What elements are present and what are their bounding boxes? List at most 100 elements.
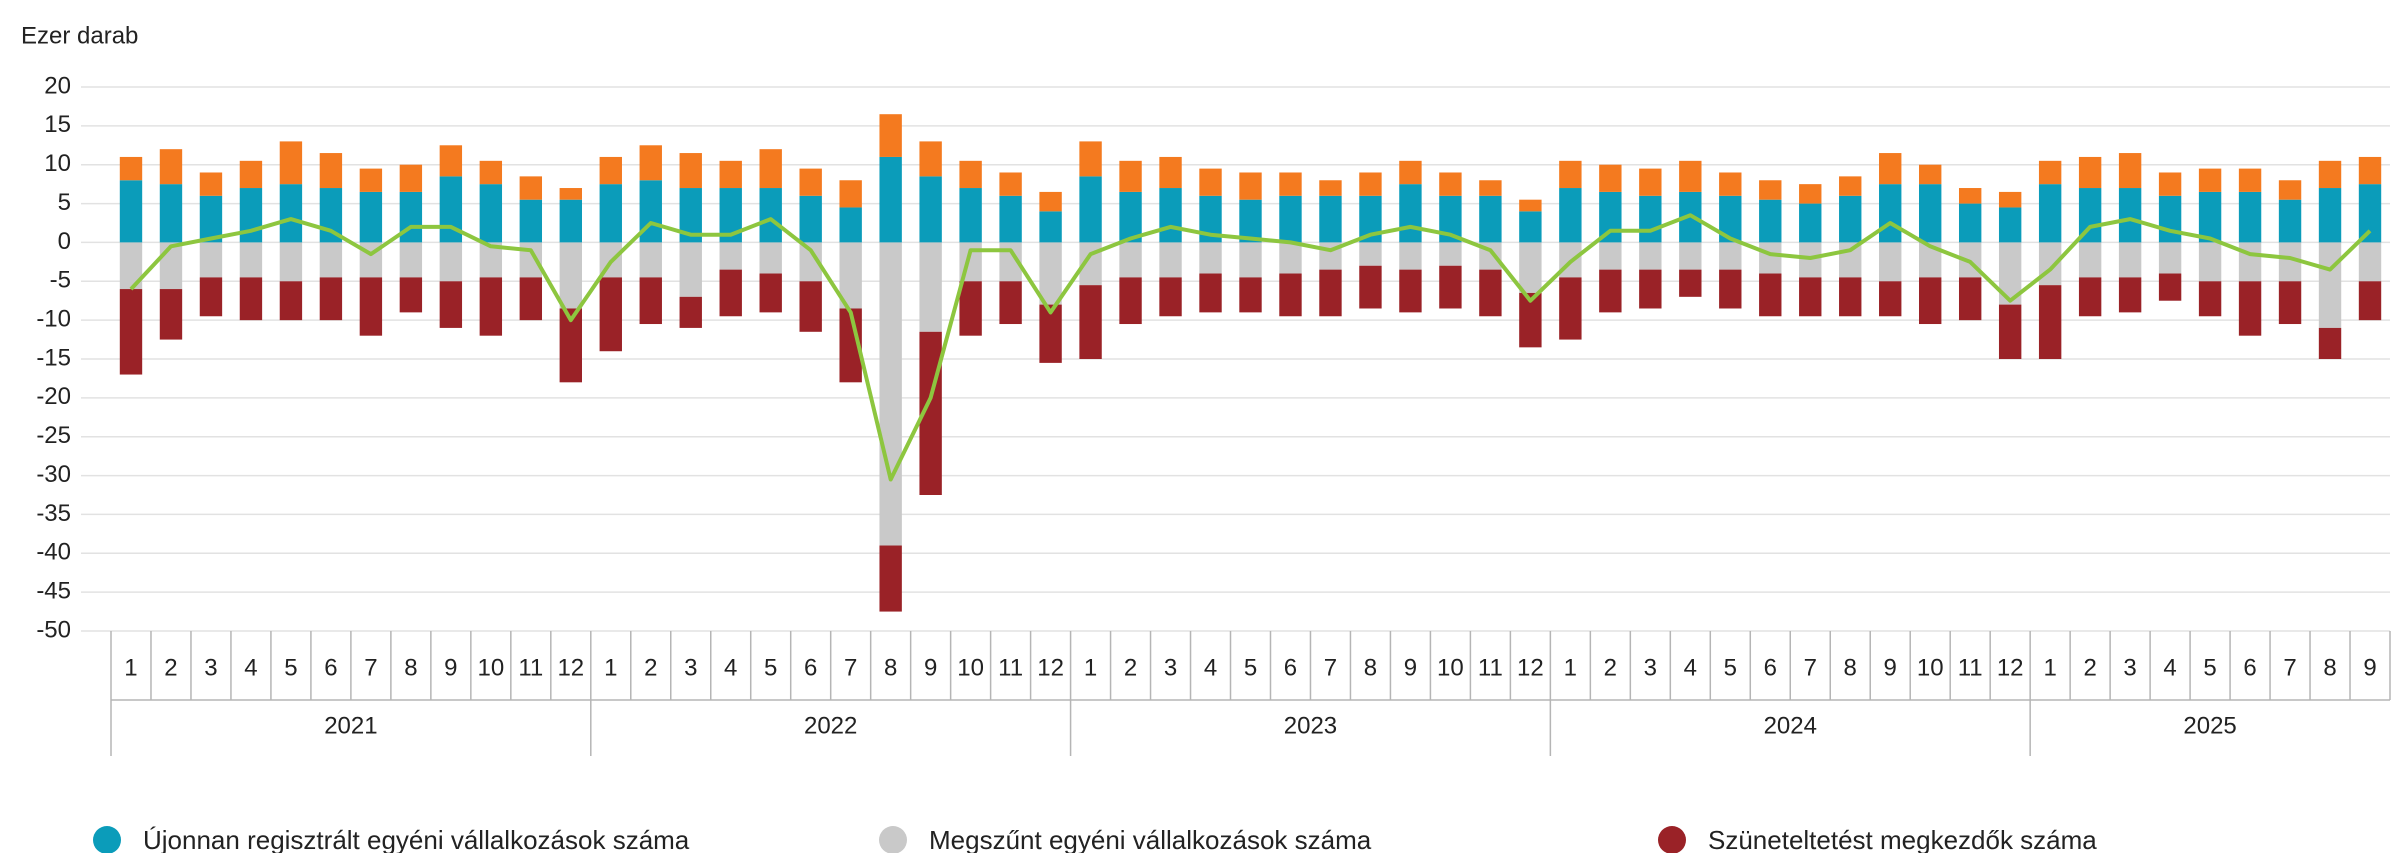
x-tick-label: 2: [1604, 654, 1617, 681]
bar-segment: [799, 168, 822, 196]
bar-segment: [1239, 172, 1262, 200]
bar-segment: [1359, 172, 1382, 196]
bar-segment: [279, 141, 303, 185]
bar-segment: [2118, 153, 2142, 189]
x-tick-label: 6: [1764, 654, 1777, 681]
x-tick-label: 10: [477, 654, 504, 681]
x-tick-label: 4: [724, 654, 737, 681]
bar-segment: [359, 191, 383, 243]
bar-segment: [1759, 199, 1782, 243]
bar-segment: [1719, 172, 1742, 196]
bar-segment: [759, 149, 782, 189]
bar-segment: [199, 195, 223, 243]
bar-segment: [2038, 160, 2062, 185]
bar-segment: [2278, 199, 2302, 243]
x-tick-label: 7: [1804, 654, 1817, 681]
bar-segment: [719, 188, 742, 243]
bar-segment: [959, 160, 982, 189]
bar-segment: [679, 153, 702, 189]
net-line: [129, 213, 2372, 482]
bar-segment: [479, 184, 503, 243]
bar-segment: [1719, 195, 1742, 243]
bar-segment: [359, 277, 383, 336]
bar-segment: [479, 277, 503, 336]
bar-segment: [2238, 281, 2262, 336]
bar-segment: [159, 289, 183, 340]
bar-segment: [1439, 242, 1462, 266]
bar-segment: [1998, 242, 2022, 305]
x-tick-label: 1: [1564, 654, 1577, 681]
bar-segment: [2118, 188, 2142, 243]
bar-segment: [1879, 153, 1902, 185]
legend-marker: [879, 826, 907, 853]
bar-segment: [1839, 277, 1862, 317]
bar-segment: [1399, 160, 1422, 185]
bar-segment: [1839, 242, 1862, 278]
x-tick-label: 7: [1324, 654, 1337, 681]
bar-segment: [239, 160, 263, 189]
bar-segment: [1439, 172, 1462, 196]
x-tick-label: 8: [1844, 654, 1857, 681]
y-tick-label: -5: [50, 267, 71, 294]
bar-segment: [559, 242, 582, 309]
y-tick-label: 15: [44, 111, 71, 138]
x-tick-label: 5: [1724, 654, 1737, 681]
bar-segment: [2278, 242, 2302, 282]
bar-segment: [279, 281, 303, 321]
bar-segment: [1719, 269, 1742, 309]
bar-segment: [759, 188, 782, 243]
bar-segment: [1799, 184, 1822, 204]
x-tick-label: 5: [764, 654, 777, 681]
bar-segment: [1279, 172, 1302, 196]
bar-segment: [1759, 180, 1782, 200]
bar-segment: [1239, 242, 1262, 278]
bar-segment: [1039, 191, 1062, 212]
y-tick-label: 20: [44, 72, 71, 99]
x-tick-label: 5: [1244, 654, 1257, 681]
bar-segment: [2158, 242, 2182, 274]
bar-segment: [1679, 242, 1702, 270]
bar-segment: [319, 277, 343, 321]
bar-segment: [119, 242, 143, 290]
x-tick-label: 2: [1124, 654, 1137, 681]
bar-segment: [1239, 277, 1262, 313]
bar-segment: [1599, 164, 1622, 192]
x-tick-label: 3: [684, 654, 697, 681]
legend-marker: [93, 826, 121, 853]
y-tick-label: 5: [58, 189, 71, 216]
x-tick-label: 8: [884, 654, 897, 681]
bar-segment: [1039, 211, 1062, 243]
bar-segment: [439, 281, 463, 328]
bar-segment: [959, 188, 982, 243]
bar-segment: [1519, 242, 1542, 293]
x-tick-label: 4: [244, 654, 257, 681]
bar-segment: [279, 184, 303, 243]
bar-segment: [679, 242, 702, 297]
bar-segment: [2318, 160, 2342, 189]
bar-segment: [119, 180, 143, 243]
x-tick-label: 12: [1997, 654, 2024, 681]
y-axis-label: Ezer darab: [21, 22, 138, 49]
bar-segment: [2198, 281, 2222, 317]
x-tick-label: 6: [2243, 654, 2256, 681]
bar-segment: [1479, 180, 1502, 196]
x-tick-label: 3: [1644, 654, 1657, 681]
x-group-label: 2023: [1284, 712, 1337, 739]
bar-segment: [239, 242, 263, 278]
bar-segment: [679, 188, 702, 243]
x-tick-label: 9: [2363, 654, 2376, 681]
legend-label: Megszűnt egyéni vállalkozások száma: [929, 825, 1372, 853]
x-tick-label: 8: [2323, 654, 2336, 681]
bar-segment: [879, 156, 902, 243]
bar-segment: [559, 188, 582, 200]
bar-segment: [1759, 273, 1782, 317]
bar-segment: [1279, 242, 1302, 274]
bar-segment: [1439, 265, 1462, 309]
bar-segment: [2358, 184, 2382, 243]
bar-segment: [639, 242, 662, 278]
x-tick-label: 2: [644, 654, 657, 681]
x-tick-label: 2: [164, 654, 177, 681]
bar-segment: [799, 281, 822, 332]
bar-segment: [2278, 281, 2302, 325]
bar-segment: [1399, 242, 1422, 270]
